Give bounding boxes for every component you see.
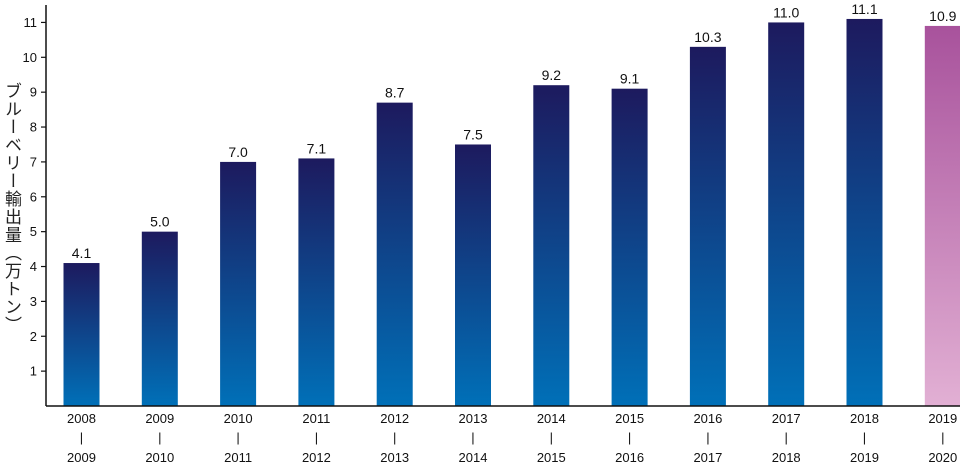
y-tick-label: 11 — [24, 15, 38, 30]
bar — [689, 46, 726, 407]
data-label: 7.5 — [463, 126, 483, 142]
x-tick-label-top: 2010 — [224, 411, 253, 426]
y-tick-label: 9 — [30, 85, 37, 100]
bar — [533, 85, 570, 406]
data-label: 7.0 — [228, 144, 248, 160]
y-tick-label: 6 — [30, 189, 37, 204]
x-tick-separator: | — [158, 430, 161, 445]
x-tick-label-top: 2014 — [537, 411, 566, 426]
data-label: 9.1 — [620, 71, 640, 87]
data-label: 11.0 — [773, 4, 799, 20]
x-tick-label-top: 2011 — [302, 411, 330, 426]
data-label: 7.1 — [307, 140, 327, 156]
data-label: 8.7 — [385, 85, 405, 101]
data-label: 4.1 — [72, 245, 92, 261]
x-tick-label-bottom: 2016 — [615, 450, 644, 465]
x-tick-label-top: 2012 — [380, 411, 409, 426]
x-tick-label-top: 2017 — [772, 411, 801, 426]
y-tick-label: 10 — [23, 50, 37, 65]
bars: 4.1 5.0 7.0 7.1 8.7 7.5 9.2 9.1 10.3 11.0 11.1 10.9 — [63, 1, 960, 407]
y-tick-label: 5 — [30, 224, 37, 239]
data-label: 5.0 — [150, 214, 170, 230]
bar — [846, 18, 883, 407]
bar — [768, 22, 805, 406]
x-tick-separator: | — [471, 430, 474, 445]
x-tick-label-bottom: 2012 — [302, 450, 331, 465]
x-tick-separator: | — [550, 430, 553, 445]
x-tick-separator: | — [785, 430, 788, 445]
x-tick-label-bottom: 2013 — [380, 450, 409, 465]
x-tick-label-top: 2019 — [928, 411, 957, 426]
x-tick-separator: | — [628, 430, 631, 445]
y-tick-label: 8 — [30, 120, 37, 135]
x-tick-separator: | — [80, 430, 83, 445]
x-tick-label-top: 2009 — [145, 411, 174, 426]
y-tick-label: 2 — [30, 329, 37, 344]
bar — [376, 102, 413, 407]
bar — [611, 88, 648, 407]
data-label: 9.2 — [542, 67, 562, 83]
x-tick-label-bottom: 2009 — [67, 450, 96, 465]
y-tick-label: 1 — [30, 364, 37, 379]
x-tick-separator: | — [706, 430, 709, 445]
y-tick-label: 4 — [30, 259, 37, 274]
y-tick-label: 7 — [30, 154, 37, 169]
x-tick-separator: | — [863, 430, 866, 445]
x-tick-label-bottom: 2017 — [693, 450, 722, 465]
x-tick-separator: | — [236, 430, 239, 445]
x-tick-separator: | — [393, 430, 396, 445]
bar — [298, 158, 335, 406]
bar — [455, 144, 491, 406]
x-tick-separator: | — [941, 430, 944, 445]
data-label: 10.3 — [694, 29, 721, 45]
x-tick-label-top: 2015 — [615, 411, 644, 426]
y-axis: 1 2 3 4 5 6 7 8 9 10 11 — [23, 5, 47, 406]
x-tick-separator: | — [315, 430, 318, 445]
bar — [220, 161, 257, 406]
x-tick-label-top: 2013 — [459, 411, 488, 426]
x-tick-label-bottom: 2019 — [850, 450, 879, 465]
x-tick-label-bottom: 2014 — [459, 450, 488, 465]
x-tick-label-bottom: 2020 — [928, 450, 957, 465]
x-tick-label-bottom: 2018 — [772, 450, 801, 465]
y-axis-title: ブルーベリー輸出量（万トン） — [1, 82, 21, 334]
bar — [141, 231, 178, 406]
x-axis: 2008 | 2009 2009 | 2010 2010 | 2011 2011 | 2012 2012… — [46, 405, 960, 465]
x-tick-label-bottom: 2015 — [537, 450, 566, 465]
x-tick-label-bottom: 2010 — [145, 450, 174, 465]
x-tick-label-top: 2008 — [67, 411, 96, 426]
bar — [924, 25, 960, 406]
data-label: 11.1 — [851, 1, 877, 17]
x-tick-label-top: 2016 — [693, 411, 722, 426]
data-label: 10.9 — [929, 8, 956, 24]
bar — [63, 263, 100, 406]
x-tick-label-bottom: 2011 — [224, 450, 252, 465]
x-tick-label-top: 2018 — [850, 411, 879, 426]
y-tick-label: 3 — [30, 294, 37, 309]
